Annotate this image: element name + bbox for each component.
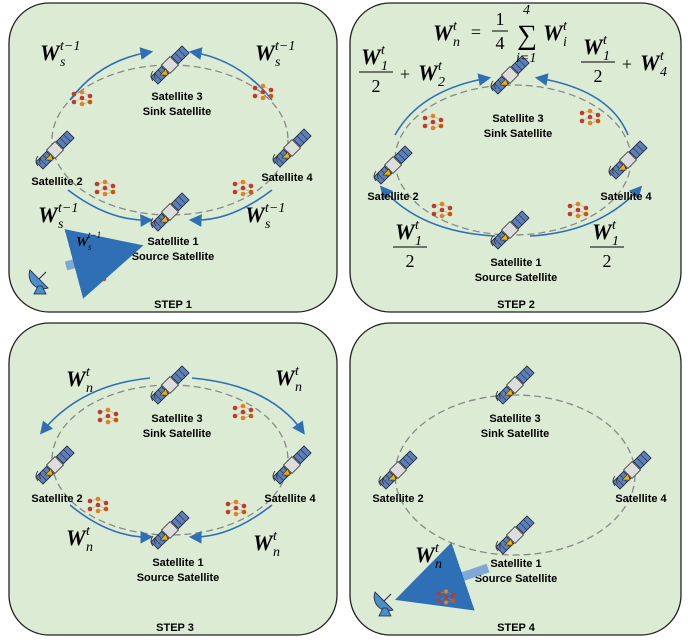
math-w: W (38, 202, 59, 227)
math-upper: 4 (523, 3, 530, 18)
math-w: W (583, 34, 604, 59)
math-sub: n (86, 381, 93, 396)
math-sub: n (435, 557, 442, 572)
math-w: W (66, 366, 87, 391)
label: Source Satellite (137, 572, 220, 584)
math-lower: i=1 (516, 51, 536, 66)
math-w: W (640, 50, 661, 75)
label: Satellite 1 (152, 557, 203, 569)
math-plus: + (400, 64, 410, 84)
math-w: W (255, 40, 276, 65)
math-w: W (361, 44, 382, 69)
math-w: W (395, 219, 416, 244)
label: Satellite 1 (490, 257, 541, 269)
math-w: W (543, 20, 564, 45)
math-den: 2 (372, 76, 381, 96)
math-sub: s (265, 217, 271, 232)
math-w: W (275, 365, 296, 390)
label: Satellite 4 (615, 493, 667, 505)
math-sup: t−1 (265, 201, 285, 216)
math-sub: n (273, 545, 280, 560)
math-sub: 2 (438, 75, 445, 90)
label: Satellite 4 (261, 172, 313, 184)
label: Satellite 1 (490, 558, 541, 570)
label: Source Satellite (475, 573, 558, 585)
math-w: W (253, 530, 274, 555)
math-sup: t−1 (58, 201, 78, 216)
math-w: W (66, 525, 87, 550)
panel (350, 323, 681, 635)
label: Sink Satellite (481, 428, 549, 440)
label: Sink Satellite (484, 128, 552, 140)
math-sum: ∑ (517, 20, 537, 51)
label: Satellite 1 (147, 236, 198, 248)
label: Source Satellite (475, 272, 558, 284)
label: Satellite 3 (151, 91, 202, 103)
label: Satellite 3 (492, 113, 543, 125)
label: STEP 1 (154, 299, 192, 311)
label: Satellite 4 (600, 191, 652, 203)
math-sup: t−1 (60, 39, 80, 54)
math-sub: n (295, 380, 302, 395)
label: STEP 3 (156, 622, 194, 634)
math-w: W (245, 202, 266, 227)
math-num: 1 (496, 9, 505, 29)
math-w: W (592, 219, 613, 244)
math-sup: t−1 (88, 230, 101, 240)
math-w: W (40, 40, 61, 65)
math-w: W (415, 542, 436, 567)
math-sub: n (453, 35, 460, 50)
label: Satellite 3 (151, 413, 202, 425)
math-plus: + (622, 54, 632, 74)
label: Sink Satellite (143, 106, 211, 118)
label: Source Satellite (132, 251, 215, 263)
label: Satellite 2 (372, 493, 423, 505)
label: STEP 4 (497, 622, 536, 634)
math-den: 4 (496, 33, 505, 53)
math-den: 2 (406, 251, 415, 271)
label: STEP 2 (497, 299, 535, 311)
label: Satellite 2 (31, 176, 82, 188)
math-sub: s (275, 55, 281, 70)
math-sub: i (563, 35, 567, 50)
math-den: 2 (594, 66, 603, 86)
label: Sink Satellite (143, 428, 211, 440)
math-w: W (433, 20, 454, 45)
label: Satellite 2 (367, 191, 418, 203)
math-sub: 4 (660, 65, 667, 80)
label: Satellite 4 (264, 493, 316, 505)
math-sub: s (88, 242, 92, 252)
math-den: 2 (603, 251, 612, 271)
diagram: Satellite 3 Sink Satellite Satellite 2 Sate… (0, 0, 689, 642)
math-w: W (418, 60, 439, 85)
math-eq: = (471, 22, 481, 42)
math-sub: n (86, 540, 93, 555)
label: Satellite 3 (489, 413, 540, 425)
math-sub: s (60, 55, 66, 70)
math-sub: s (58, 217, 64, 232)
label: Satellite 2 (31, 493, 82, 505)
math-sup: t−1 (275, 39, 295, 54)
